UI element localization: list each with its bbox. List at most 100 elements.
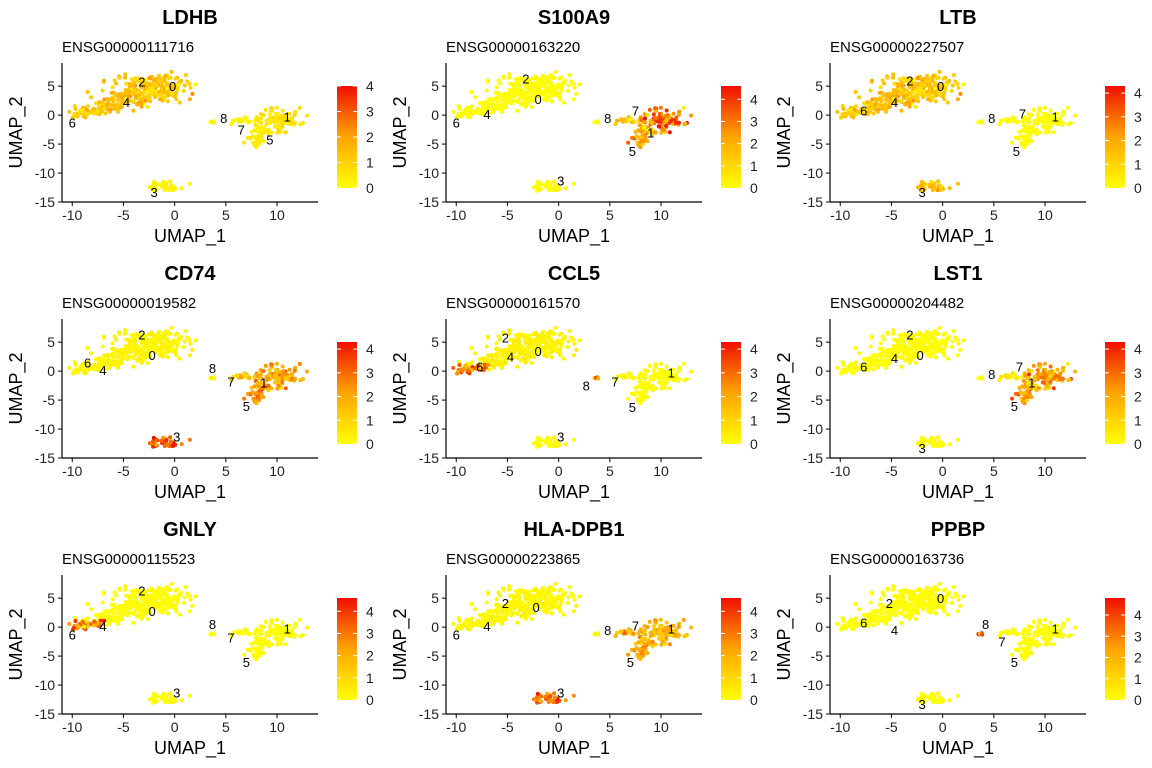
cluster-label: 4 [483, 619, 490, 634]
cell-point [571, 437, 576, 442]
cell-point [860, 363, 865, 368]
cell-point [677, 376, 681, 381]
cell-point [538, 596, 543, 601]
cell-point [490, 619, 494, 624]
cluster-label: 7 [632, 103, 639, 118]
x-tick-label: -5 [885, 207, 898, 223]
cell-point [937, 439, 941, 444]
cell-point [159, 347, 164, 352]
cell-point [526, 90, 531, 95]
cluster-label: 1 [260, 376, 267, 391]
cell-point [517, 588, 522, 593]
cell-point [546, 333, 551, 338]
cell-point [545, 179, 550, 184]
legend-tick-label: 4 [1134, 85, 1142, 101]
cell-point [187, 437, 192, 442]
cell-point [255, 651, 260, 656]
x-tick-label: 10 [653, 207, 669, 223]
cell-point [147, 76, 152, 80]
cell-point [643, 135, 648, 140]
cell-point [188, 85, 193, 90]
cell-point [134, 94, 138, 99]
cell-point [689, 113, 693, 118]
cell-point [950, 339, 955, 344]
cell-point [865, 100, 870, 105]
cell-point [835, 365, 840, 370]
cell-point [870, 106, 875, 111]
cell-point [501, 350, 506, 355]
y-tick-label: -10 [35, 165, 55, 181]
cell-point [513, 589, 518, 594]
cluster-label: 1 [284, 621, 291, 636]
cell-point [634, 390, 639, 395]
cell-point [1044, 383, 1049, 388]
cell-point [529, 104, 534, 109]
cell-points [67, 325, 309, 449]
cell-point [117, 587, 122, 592]
cell-point [636, 128, 641, 133]
cell-point [80, 619, 85, 624]
cell-point [147, 588, 152, 592]
cell-point [645, 625, 650, 629]
x-axis-label: UMAP_1 [922, 482, 994, 503]
cell-point [865, 103, 870, 108]
cell-point [72, 615, 77, 620]
y-tick-label: -10 [419, 421, 439, 437]
x-tick-label: 10 [1037, 463, 1053, 479]
cell-point [518, 606, 522, 611]
cell-point [664, 626, 669, 631]
cell-point [229, 634, 234, 638]
cell-point [622, 119, 627, 124]
cell-point [548, 694, 553, 699]
cell-point [613, 122, 618, 126]
cell-point [265, 121, 270, 126]
cluster-label: 7 [1016, 359, 1023, 374]
cell-point [507, 587, 512, 592]
cell-point [563, 442, 568, 447]
cell-point [486, 590, 490, 595]
cell-point [131, 364, 136, 369]
cell-point [636, 631, 641, 636]
cell-point [116, 610, 121, 615]
cell-point [507, 600, 512, 605]
cell-point [531, 588, 536, 592]
cell-point [280, 626, 285, 631]
cell-point [547, 607, 552, 612]
cell-point [919, 344, 923, 348]
cell-point [848, 107, 853, 112]
cell-point [276, 383, 281, 388]
cell-point [885, 331, 890, 336]
cell-point [283, 386, 288, 391]
cell-point [1060, 112, 1065, 117]
cell-point [238, 631, 243, 636]
cell-point [212, 120, 217, 125]
cell-point [898, 99, 903, 104]
cell-point [547, 329, 552, 334]
cluster-label: 2 [138, 584, 145, 599]
cell-point [274, 617, 279, 622]
cell-point [1023, 139, 1028, 144]
cluster-label: 7 [632, 618, 639, 633]
cell-point [163, 585, 168, 590]
cell-point [897, 77, 902, 82]
cell-point [884, 109, 889, 114]
legend-tick-label: 4 [366, 78, 374, 94]
cell-point [932, 336, 937, 341]
cell-point [143, 610, 148, 615]
cell-point [999, 374, 1004, 379]
panel-title: CCL5 [548, 263, 600, 285]
cluster-label: 7 [227, 375, 234, 390]
cell-point [487, 111, 492, 116]
y-tick-label: 5 [815, 78, 823, 94]
cell-point [1040, 380, 1045, 385]
cell-point [494, 85, 499, 90]
cluster-label: 2 [502, 331, 509, 346]
cell-point [489, 353, 494, 357]
cell-point [102, 618, 107, 623]
cell-point [498, 81, 502, 86]
cluster-label: 5 [629, 144, 636, 159]
cell-point [179, 334, 184, 339]
cell-point [543, 182, 548, 187]
